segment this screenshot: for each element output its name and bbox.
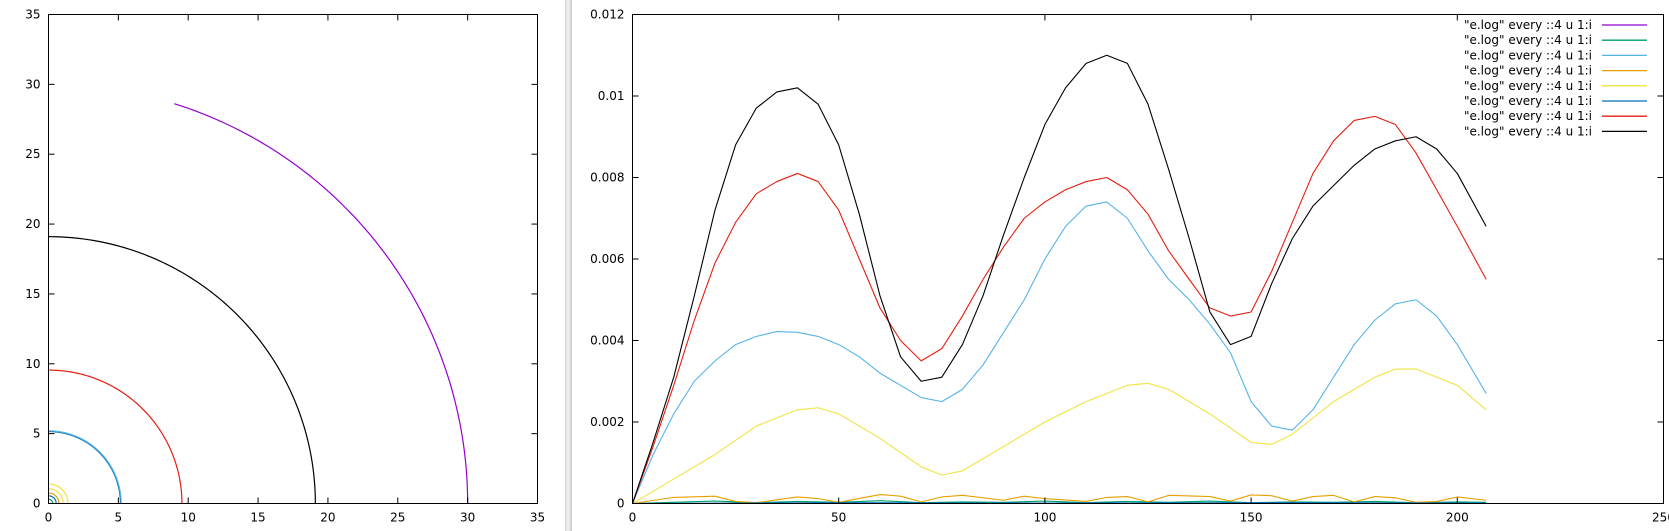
arc-series-9 — [48, 495, 57, 504]
right-y-tick-label: 0.004 — [590, 334, 624, 348]
right-x-tick-label: 250 — [1652, 511, 1669, 525]
left-plot-border — [48, 14, 538, 504]
left-ticks: 0 5 10 15 20 25 30 35 0 5 10 15 20 25 30 35 — [25, 8, 545, 525]
left-y-tick-label: 10 — [25, 357, 40, 371]
left-x-tick-label: 15 — [250, 511, 265, 525]
legend-label: "e.log" every ::4 u 1:i — [1464, 94, 1592, 108]
right-x-tick-label: 200 — [1446, 511, 1469, 525]
left-y-tick-label: 15 — [25, 287, 40, 301]
legend-item: "e.log" every ::4 u 1:i — [1464, 124, 1647, 138]
legend-label: "e.log" every ::4 u 1:i — [1464, 18, 1592, 32]
legend-item: "e.log" every ::4 u 1:i — [1464, 94, 1647, 108]
right-x-tick-label: 0 — [629, 511, 637, 525]
arc-series-3 — [48, 369, 183, 504]
right-plot-window: 0 50 100 150 200 250 0 0.002 0.004 0.006 0.008 0.01… — [572, 0, 1669, 531]
right-ticks: 0 50 100 150 200 250 0 0.002 0.004 0.006 0.008 0.01… — [590, 8, 1669, 525]
right-y-tick-label: 0.002 — [590, 415, 624, 429]
legend-item: "e.log" every ::4 u 1:i — [1464, 79, 1647, 93]
legend-item: "e.log" every ::4 u 1:i — [1464, 48, 1647, 62]
right-plot: 0 50 100 150 200 250 0 0.002 0.004 0.006 0.008 0.01… — [590, 8, 1669, 525]
legend-label: "e.log" every ::4 u 1:i — [1464, 33, 1592, 47]
left-x-tick-label: 25 — [390, 511, 405, 525]
window-divider[interactable] — [565, 0, 572, 531]
left-x-tick-label: 0 — [45, 511, 53, 525]
left-x-tick-label: 30 — [460, 511, 475, 525]
right-plot-border — [632, 14, 1664, 504]
left-y-tick-label: 20 — [25, 217, 40, 231]
right-lines — [631, 54, 1487, 505]
legend-label: "e.log" every ::4 u 1:i — [1464, 48, 1592, 62]
left-arcs — [48, 103, 469, 504]
right-y-tick-label: 0.01 — [598, 89, 625, 103]
right-x-tick-label: 50 — [831, 511, 846, 525]
right-y-tick-label: 0.012 — [590, 8, 624, 22]
arc-series-7 — [48, 488, 64, 504]
arc-series-6 — [48, 483, 69, 504]
legend-item: "e.log" every ::4 u 1:i — [1464, 18, 1647, 32]
right-x-tick-label: 100 — [1033, 511, 1056, 525]
legend-label: "e.log" every ::4 u 1:i — [1464, 109, 1592, 123]
right-y-tick-label: 0.008 — [590, 171, 624, 185]
line-series-3 — [631, 201, 1487, 504]
arc-series-2 — [48, 236, 316, 504]
left-y-tick-label: 0 — [33, 497, 41, 511]
left-plot: 0 5 10 15 20 25 30 35 0 5 10 15 20 25 30 35 — [25, 8, 545, 525]
arc-series-5 — [48, 430, 122, 504]
left-x-tick-label: 5 — [115, 511, 123, 525]
left-y-tick-label: 30 — [25, 77, 40, 91]
line-series-4 — [632, 493, 1487, 505]
legend-item: "e.log" every ::4 u 1:i — [1464, 33, 1647, 47]
legend-label: "e.log" every ::4 u 1:i — [1464, 64, 1592, 78]
right-y-tick-label: 0.006 — [590, 252, 624, 266]
line-series-5 — [632, 368, 1487, 504]
left-x-tick-label: 20 — [320, 511, 335, 525]
left-y-tick-label: 25 — [25, 147, 40, 161]
left-x-tick-label: 10 — [181, 511, 196, 525]
right-y-tick-label: 0 — [617, 497, 625, 511]
left-x-tick-label: 35 — [530, 511, 545, 525]
arc-series-1 — [174, 103, 469, 504]
legend-label: "e.log" every ::4 u 1:i — [1464, 79, 1592, 93]
arc-series-10 — [48, 498, 54, 504]
legend-label: "e.log" every ::4 u 1:i — [1464, 124, 1592, 138]
line-series-7 — [631, 115, 1487, 504]
line-series-8 — [631, 54, 1487, 504]
legend-item: "e.log" every ::4 u 1:i — [1464, 64, 1647, 78]
right-x-tick-label: 150 — [1240, 511, 1263, 525]
left-y-tick-label: 5 — [33, 427, 41, 441]
arc-series-4 — [48, 430, 122, 504]
legend-item: "e.log" every ::4 u 1:i — [1464, 109, 1647, 123]
legend: "e.log" every ::4 u 1:i"e.log" every ::4… — [1464, 18, 1647, 138]
left-y-tick-label: 35 — [25, 8, 40, 22]
arc-series-8 — [48, 492, 60, 504]
left-plot-window: 0 5 10 15 20 25 30 35 0 5 10 15 20 25 30 35 — [0, 0, 565, 531]
